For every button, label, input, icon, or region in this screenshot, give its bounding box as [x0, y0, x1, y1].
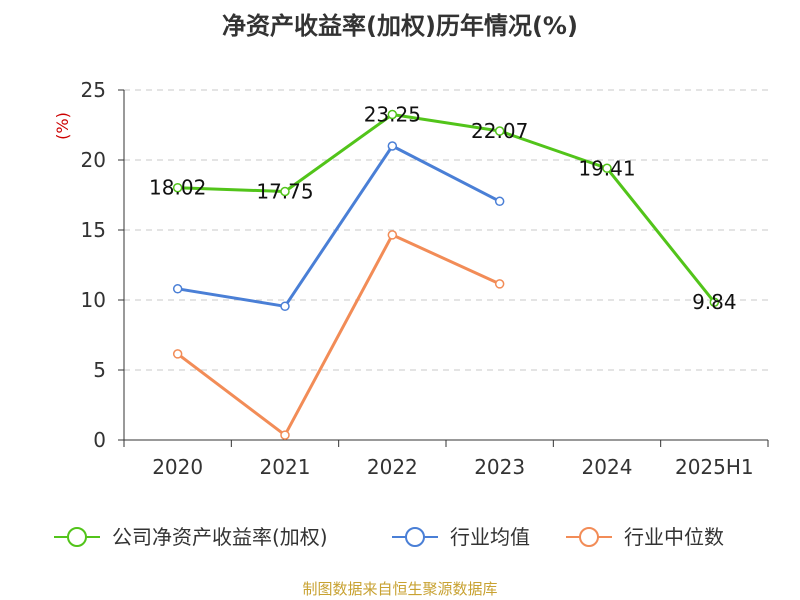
y-axis-unit: (%)	[53, 112, 72, 140]
legend-marker	[579, 527, 599, 547]
legend: 公司净资产收益率(加权) 行业均值 行业中位数	[54, 525, 724, 549]
data-label: 9.84	[692, 290, 737, 314]
x-tick-label: 2025H1	[675, 455, 754, 479]
data-point	[709, 297, 720, 307]
chart-title: 净资产收益率(加权)历年情况(%)	[222, 12, 578, 40]
data-point	[494, 279, 505, 289]
x-tick-label: 2021	[260, 455, 311, 479]
legend-label: 行业均值	[450, 525, 530, 549]
axes: 0 5 10 15 20 25 2020 2021 2022 2023 2024 2025H1	[81, 78, 769, 479]
y-tick-label: 5	[93, 358, 106, 382]
data-point	[280, 430, 290, 440]
data-point	[387, 109, 398, 120]
data-label: 17.75	[256, 180, 313, 204]
data-point	[280, 186, 290, 197]
x-tick-label: 2023	[474, 455, 525, 479]
series-line	[176, 233, 501, 437]
y-tick-label: 20	[81, 148, 106, 172]
legend-marker	[405, 527, 425, 547]
data-point	[172, 349, 183, 359]
data-point	[172, 284, 183, 294]
data-labels: 18.02 17.75 23.25 22.07 19.41 9.84	[149, 103, 737, 315]
data-point	[494, 126, 505, 136]
data-point	[172, 182, 183, 193]
data-label: 23.25	[364, 103, 421, 127]
data-point	[387, 141, 398, 151]
data-label: 22.07	[471, 119, 528, 143]
series-line	[177, 113, 716, 304]
x-tick-label: 2022	[367, 455, 418, 479]
grid-lines	[124, 89, 768, 371]
y-tick-label: 25	[81, 78, 106, 102]
data-label: 19.41	[578, 156, 635, 180]
data-point	[602, 163, 612, 174]
legend-label: 行业中位数	[624, 525, 724, 549]
series-line	[177, 144, 501, 308]
y-tick-label: 10	[81, 288, 106, 312]
legend-marker	[67, 527, 87, 547]
x-tick-label: 2024	[582, 455, 633, 479]
series-layer	[172, 109, 720, 440]
data-point	[494, 196, 505, 207]
data-point	[280, 301, 290, 312]
y-tick-label: 15	[81, 218, 106, 242]
data-point	[387, 230, 398, 240]
x-tick-label: 2020	[152, 455, 203, 479]
data-label: 18.02	[149, 176, 206, 200]
legend-label: 公司净资产收益率(加权)	[112, 525, 328, 549]
y-tick-label: 0	[93, 428, 106, 452]
source-note: 制图数据来自恒生聚源数据库	[302, 580, 497, 598]
